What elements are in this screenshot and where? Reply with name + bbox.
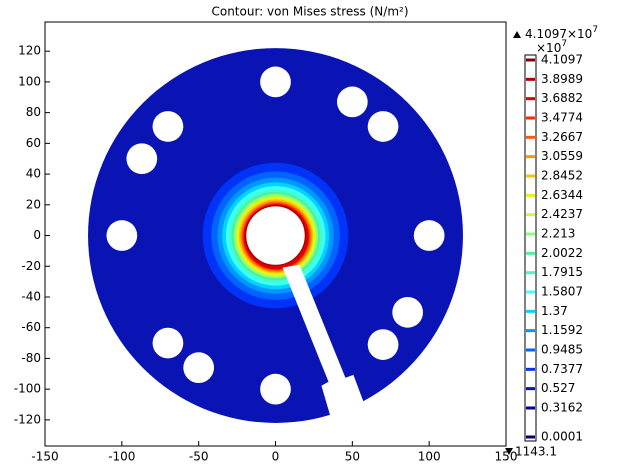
colorbar-label: 1.7915 <box>541 265 583 279</box>
colorbar-label: 3.0559 <box>541 149 583 163</box>
bolt-hole <box>336 86 368 118</box>
y-tick-label: 20 <box>26 197 41 211</box>
colorbar-label: 4.1097 <box>541 53 583 67</box>
colorbar-label: 2.0022 <box>541 246 583 260</box>
colorbar-label: 3.8989 <box>541 72 583 86</box>
colorbar-label: 1.5807 <box>541 284 583 298</box>
bolt-hole <box>413 220 445 251</box>
colorbar-label: 0.9485 <box>541 342 583 356</box>
y-tick-label: -20 <box>21 259 41 273</box>
y-tick-label: -100 <box>14 382 41 396</box>
colorbar-label: 3.4774 <box>541 111 583 125</box>
x-tick-label: 150 <box>495 450 518 464</box>
max-label: 4.1097×107 <box>525 25 598 41</box>
x-tick-label: -150 <box>31 450 58 464</box>
min-label: 1143.1 <box>515 445 557 459</box>
colorbar-label: 1.1592 <box>541 323 583 337</box>
y-tick-label: 100 <box>18 74 41 88</box>
bolt-hole <box>183 352 215 384</box>
bolt-hole <box>367 329 399 360</box>
bolt-hole <box>106 220 138 251</box>
y-tick-label: -60 <box>21 320 41 334</box>
colorbar-label: 2.4237 <box>541 207 583 221</box>
y-tick-label: -80 <box>21 351 41 365</box>
slot <box>282 264 364 420</box>
colorbar-multiplier: ×107 <box>536 39 567 55</box>
chart-title: Contour: von Mises stress (N/m²) <box>211 5 408 19</box>
x-tick-label: 50 <box>345 450 360 464</box>
max-label-exponent: 7 <box>592 25 598 35</box>
max-marker <box>513 31 521 38</box>
center-hole <box>244 204 307 267</box>
colorbar-label: 3.2667 <box>541 130 583 144</box>
colorbar-label: 2.8452 <box>541 168 583 182</box>
colorbar-label: 3.6882 <box>541 91 583 105</box>
bolt-hole <box>152 327 184 359</box>
multiplier-exponent: 7 <box>561 39 567 49</box>
bolt-hole <box>260 66 291 98</box>
y-tick-label: 120 <box>18 44 41 58</box>
y-tick-label: -120 <box>14 412 41 426</box>
y-tick-label: 60 <box>26 136 41 150</box>
multiplier-base: ×10 <box>536 41 561 55</box>
min-marker <box>505 448 513 455</box>
colorbar-label: 0.0001 <box>541 429 583 443</box>
colorbar-label: 0.3162 <box>541 400 583 414</box>
x-tick-label: -100 <box>108 450 135 464</box>
colorbar-label: 0.7377 <box>541 362 583 376</box>
colorbar-label: 0.527 <box>541 381 575 395</box>
bolt-hole <box>367 111 399 142</box>
x-tick-label: 100 <box>418 450 441 464</box>
y-tick-label: 40 <box>26 167 41 181</box>
y-tick-label: 0 <box>33 228 41 242</box>
bolt-hole <box>260 373 291 405</box>
bolt-hole <box>152 111 184 142</box>
bolt-hole <box>126 143 158 175</box>
y-tick-label: 80 <box>26 105 41 119</box>
x-tick-label: 0 <box>272 450 280 464</box>
bolt-hole <box>392 296 424 328</box>
y-tick-label: -40 <box>21 289 41 303</box>
colorbar-frame <box>524 54 537 442</box>
colorbar-label: 2.6344 <box>541 188 583 202</box>
colorbar-label: 2.213 <box>541 226 575 240</box>
colorbar-label: 1.37 <box>541 304 568 318</box>
max-label-base: 4.1097×10 <box>525 27 592 41</box>
x-tick-label: -50 <box>189 450 209 464</box>
